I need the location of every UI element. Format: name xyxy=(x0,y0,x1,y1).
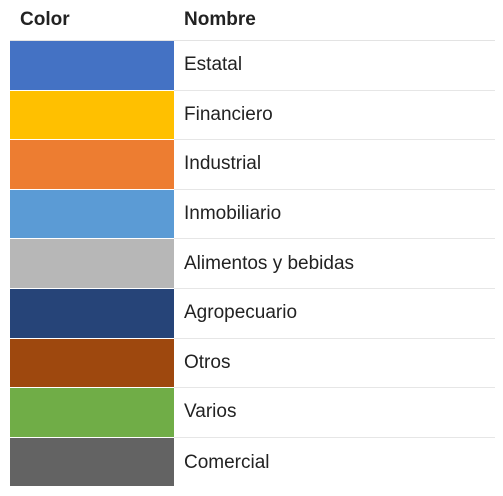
category-name: Comercial xyxy=(184,451,270,473)
category-name: Otros xyxy=(174,339,495,389)
table-row: Varios xyxy=(10,388,495,438)
table-row: Estatal xyxy=(10,41,495,91)
color-swatch xyxy=(10,388,174,438)
category-name: Estatal xyxy=(174,41,495,91)
name-column-header: Nombre xyxy=(184,9,256,30)
color-swatch xyxy=(10,338,174,389)
table-row: Financiero xyxy=(10,90,495,141)
category-name: Financiero xyxy=(174,91,495,141)
color-swatch xyxy=(10,288,174,339)
color-swatch xyxy=(10,189,174,240)
table-row: Inmobiliario xyxy=(10,189,495,240)
color-swatch xyxy=(10,41,174,91)
color-swatch xyxy=(10,437,174,488)
category-name: Alimentos y bebidas xyxy=(174,239,495,289)
category-name: Varios xyxy=(174,388,495,438)
table-row: Otros xyxy=(10,338,495,389)
table-row: Agropecuario xyxy=(10,288,495,339)
table-row: Comercial xyxy=(10,437,495,488)
color-column-header: Color xyxy=(20,9,70,30)
category-name: Industrial xyxy=(174,140,495,190)
color-swatch xyxy=(10,140,174,190)
color-swatch xyxy=(10,239,174,289)
table-row: Industrial xyxy=(10,140,495,190)
table-header: Color Nombre xyxy=(10,0,495,41)
table-row: Alimentos y bebidas xyxy=(10,239,495,289)
category-name: Inmobiliario xyxy=(174,190,495,240)
color-swatch xyxy=(10,90,174,141)
color-legend-table: Color Nombre Estatal Financiero Industrial… xyxy=(10,0,495,488)
table-body: Estatal Financiero Industrial Inmobiliario A… xyxy=(10,41,495,488)
category-name: Agropecuario xyxy=(174,289,495,339)
